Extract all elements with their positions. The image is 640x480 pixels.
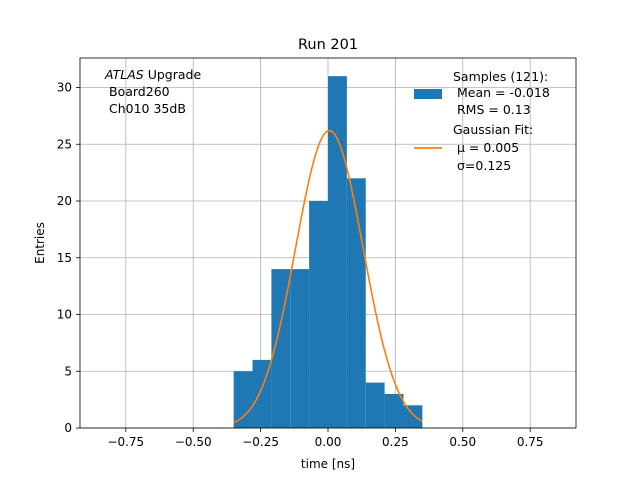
legend: Samples (121): Mean = -0.018 RMS = 0.13 … — [414, 69, 550, 173]
histogram-bar — [309, 201, 328, 428]
gaussian-fit-curve — [233, 129, 423, 424]
x-tick-label: 0.25 — [382, 435, 409, 449]
atlas-annotation: ATLAS Upgrade Board260 Ch010 35dB — [104, 67, 201, 116]
histogram-bar — [233, 371, 253, 428]
annotation-channel: Ch010 35dB — [109, 101, 186, 116]
histogram-bar — [290, 269, 310, 428]
legend-histogram-title: Samples (121): — [453, 69, 548, 84]
x-tick-label: 0.75 — [517, 435, 544, 449]
histogram-bar — [403, 405, 423, 428]
y-tick-label: 30 — [57, 81, 72, 95]
legend-fit-title: Gaussian Fit: — [453, 122, 533, 137]
legend-histogram-mean: Mean = -0.018 — [457, 85, 550, 100]
x-axis-label: time [ns] — [301, 457, 355, 471]
histogram-bar — [384, 393, 404, 428]
y-tick-label: 20 — [57, 194, 72, 208]
y-tick-label: 15 — [57, 251, 72, 265]
legend-fit-sigma: σ=0.125 — [457, 158, 511, 173]
histogram-bar — [328, 76, 347, 428]
annotation-upgrade: Upgrade — [144, 67, 202, 82]
x-tick-label: 0.00 — [315, 435, 342, 449]
histogram-bar — [271, 269, 291, 428]
y-tick-label: 0 — [64, 421, 72, 435]
chart-title: Run 201 — [298, 37, 358, 53]
y-tick-label: 5 — [64, 364, 72, 378]
x-axis-ticks: −0.75 −0.50 −0.25 0.00 0.25 0.50 0.75 — [107, 428, 544, 449]
svg-text:ATLAS Upgrade: ATLAS Upgrade — [104, 67, 201, 82]
x-tick-label: 0.50 — [449, 435, 476, 449]
y-axis-ticks: 0 5 10 15 20 25 30 — [57, 81, 80, 435]
annotation-italic: ATLAS — [104, 67, 144, 82]
y-tick-label: 10 — [57, 308, 72, 322]
legend-histogram-patch — [414, 89, 442, 99]
x-tick-label: −0.25 — [242, 435, 279, 449]
y-tick-label: 25 — [57, 137, 72, 151]
legend-fit-mu: μ = 0.005 — [457, 140, 519, 155]
x-tick-label: −0.50 — [175, 435, 212, 449]
histogram-bar — [365, 382, 385, 428]
legend-histogram-rms: RMS = 0.13 — [457, 102, 531, 117]
histogram-bars — [233, 76, 423, 428]
x-tick-label: −0.75 — [107, 435, 144, 449]
y-axis-label: Entries — [33, 222, 47, 264]
annotation-board: Board260 — [109, 84, 170, 99]
